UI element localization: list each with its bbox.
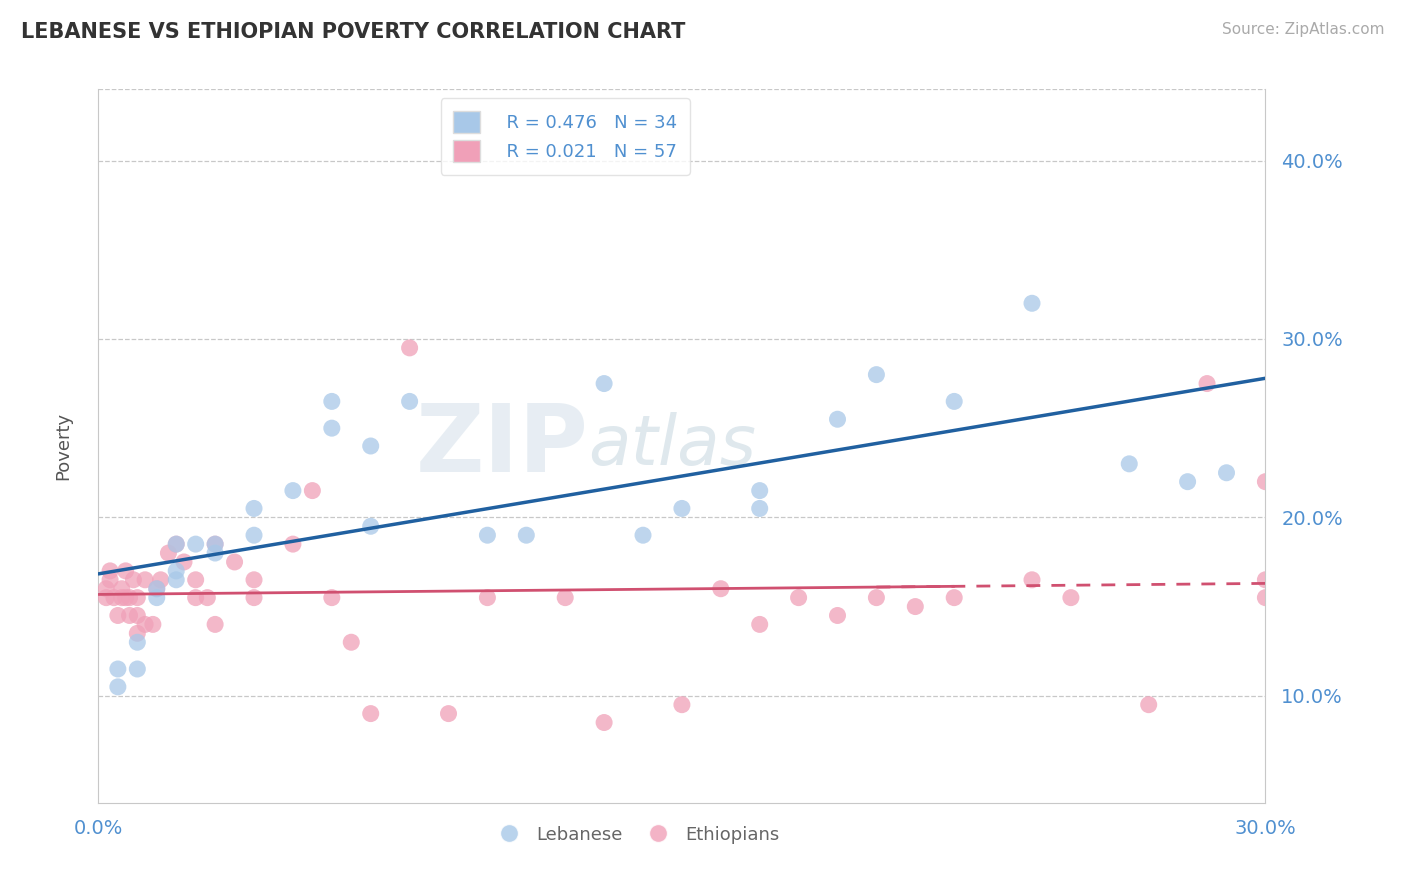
Point (114, 591, 136, 605)
Point (340, 635, 363, 649)
Point (165, 573, 187, 587)
Point (477, 528, 499, 542)
Point (107, 662, 129, 676)
Point (360, 706, 382, 721)
Point (243, 591, 266, 605)
Point (1021, 296, 1043, 310)
Point (134, 573, 156, 587)
Point (127, 635, 149, 649)
Point (127, 608, 149, 623)
Point (142, 617, 165, 632)
Point (437, 706, 460, 721)
Point (321, 591, 343, 605)
Point (165, 537, 187, 551)
Point (224, 555, 246, 569)
Point (321, 394, 343, 409)
Point (149, 573, 172, 587)
Point (118, 591, 141, 605)
Point (204, 537, 226, 551)
Point (107, 608, 129, 623)
Point (515, 528, 537, 542)
Point (184, 591, 207, 605)
Point (122, 573, 145, 587)
Point (243, 573, 266, 587)
Point (204, 617, 226, 632)
Point (118, 608, 141, 623)
Point (1195, 376, 1218, 391)
Text: Source: ZipAtlas.com: Source: ZipAtlas.com (1222, 22, 1385, 37)
Point (165, 537, 187, 551)
Text: ZIP: ZIP (416, 400, 589, 492)
Point (127, 591, 149, 605)
Point (134, 617, 156, 632)
Point (127, 626, 149, 640)
Point (631, 528, 654, 542)
Point (748, 483, 770, 498)
Point (865, 591, 887, 605)
Point (748, 501, 770, 516)
Point (243, 528, 266, 542)
Point (107, 680, 129, 694)
Point (787, 591, 810, 605)
Point (360, 519, 382, 533)
Point (1177, 475, 1199, 489)
Point (554, 591, 576, 605)
Point (904, 599, 927, 614)
Point (943, 591, 966, 605)
Point (748, 617, 770, 632)
Point (865, 368, 887, 382)
Point (671, 501, 693, 516)
Point (1254, 475, 1277, 489)
Point (301, 483, 323, 498)
Point (281, 483, 304, 498)
Point (184, 573, 207, 587)
Point (1254, 591, 1277, 605)
Text: LEBANESE VS ETHIOPIAN POVERTY CORRELATION CHART: LEBANESE VS ETHIOPIAN POVERTY CORRELATIO… (21, 22, 686, 42)
Point (96, 591, 118, 605)
Point (96, 582, 118, 596)
Point (243, 501, 266, 516)
Point (398, 341, 420, 355)
Point (204, 537, 226, 551)
Point (1137, 698, 1160, 712)
Point (146, 582, 169, 596)
Point (281, 537, 304, 551)
Point (1215, 466, 1237, 480)
Point (184, 537, 207, 551)
Point (827, 412, 849, 426)
Point (98, 573, 121, 587)
Point (827, 608, 849, 623)
Point (1118, 457, 1140, 471)
Point (173, 555, 195, 569)
Point (146, 582, 169, 596)
Point (195, 591, 218, 605)
Point (943, 394, 966, 409)
Point (1254, 573, 1277, 587)
Point (593, 715, 616, 730)
Point (204, 546, 226, 560)
Point (146, 591, 169, 605)
Point (157, 546, 180, 560)
Point (1021, 573, 1043, 587)
Text: Poverty: Poverty (55, 412, 72, 480)
Point (321, 421, 343, 435)
Point (360, 439, 382, 453)
Point (710, 582, 733, 596)
Point (671, 698, 693, 712)
Point (98, 564, 121, 578)
Point (114, 564, 136, 578)
Point (1060, 591, 1083, 605)
Point (593, 376, 616, 391)
Point (111, 591, 134, 605)
Point (398, 394, 420, 409)
Point (127, 662, 149, 676)
Legend: Lebanese, Ethiopians: Lebanese, Ethiopians (484, 819, 787, 851)
Point (111, 582, 134, 596)
Point (165, 564, 187, 578)
Point (103, 591, 125, 605)
Text: atlas: atlas (589, 412, 756, 480)
Point (477, 591, 499, 605)
